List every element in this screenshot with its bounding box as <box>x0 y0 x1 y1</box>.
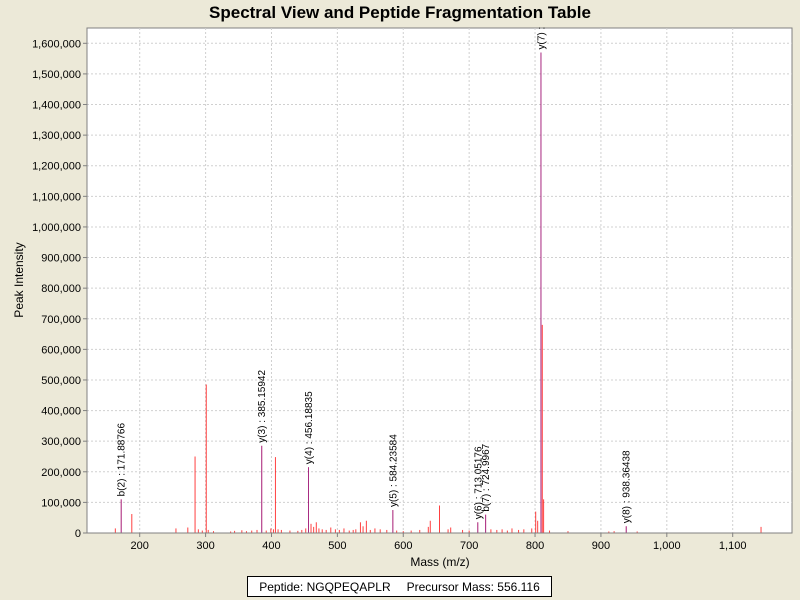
x-tick-label: 700 <box>460 540 478 552</box>
y-tick-label: 1,600,000 <box>32 38 81 50</box>
x-axis-label: Mass (m/z) <box>410 555 469 569</box>
peptide-label: Peptide: NGQPEQAPLR <box>259 579 391 594</box>
x-tick-label: 900 <box>592 540 610 552</box>
precursor-mass-label: Precursor Mass: 556.116 <box>406 579 540 594</box>
y-tick-label: 600,000 <box>41 344 81 356</box>
x-tick-label: 400 <box>262 540 280 552</box>
annotation-label: y(8) : 938.36438 <box>622 450 633 523</box>
y-tick-label: 300,000 <box>41 436 81 448</box>
x-tick-label: 600 <box>394 540 412 552</box>
y-tick-label: 800,000 <box>41 283 81 295</box>
axes: 0 100,000 200,000 300,000 400,000 500,000 600,… <box>32 28 792 552</box>
annotation-label: y(4) : 456.18835 <box>304 391 315 464</box>
y-tick-label: 1,000,000 <box>32 222 81 234</box>
y-tick-label: 400,000 <box>41 406 81 418</box>
y-tick-label: 100,000 <box>41 497 81 509</box>
x-tick-label: 1,000 <box>653 540 681 552</box>
y-tick-label: 1,400,000 <box>32 100 81 112</box>
y-tick-label: 1,300,000 <box>32 130 81 142</box>
annotation-label: b(7) : 724.9967 <box>481 443 492 511</box>
y-tick-label: 0 <box>75 528 81 540</box>
y-tick-label: 900,000 <box>41 253 81 265</box>
annotation-label: b(2) : 171.88766 <box>117 423 128 497</box>
peaks <box>114 52 762 533</box>
x-tick-label: 1,100 <box>719 540 747 552</box>
annotation-label: y(6) : 713.05176 <box>473 446 484 519</box>
y-tick-label: 200,000 <box>41 467 81 479</box>
chart-title: Spectral View and Peptide Fragmentation … <box>209 3 591 22</box>
x-tick-label: 300 <box>196 540 214 552</box>
y-tick-label: 1,200,000 <box>32 161 81 173</box>
y-axis-label: Peak Intensity <box>12 242 26 317</box>
x-tick-label: 500 <box>328 540 346 552</box>
y-tick-label: 1,100,000 <box>32 191 81 203</box>
annotation-label: y(5) : 584.23584 <box>388 434 399 507</box>
plot-background <box>86 27 793 534</box>
annotations: b(2) : 171.88766 y(3) : 385.15942 y(4) : 4… <box>117 27 633 533</box>
annotation-label: y(7) : <box>536 27 547 50</box>
x-tick-label: 200 <box>131 540 149 552</box>
peptide-info-box: Peptide: NGQPEQAPLR Precursor Mass: 556.… <box>247 576 552 597</box>
grid <box>87 28 792 533</box>
annotation-label: y(3) : 385.15942 <box>257 370 268 443</box>
y-tick-label: 500,000 <box>41 375 81 387</box>
y-tick-label: 1,500,000 <box>32 69 81 81</box>
y-tick-label: 700,000 <box>41 314 81 326</box>
x-tick-label: 800 <box>526 540 544 552</box>
